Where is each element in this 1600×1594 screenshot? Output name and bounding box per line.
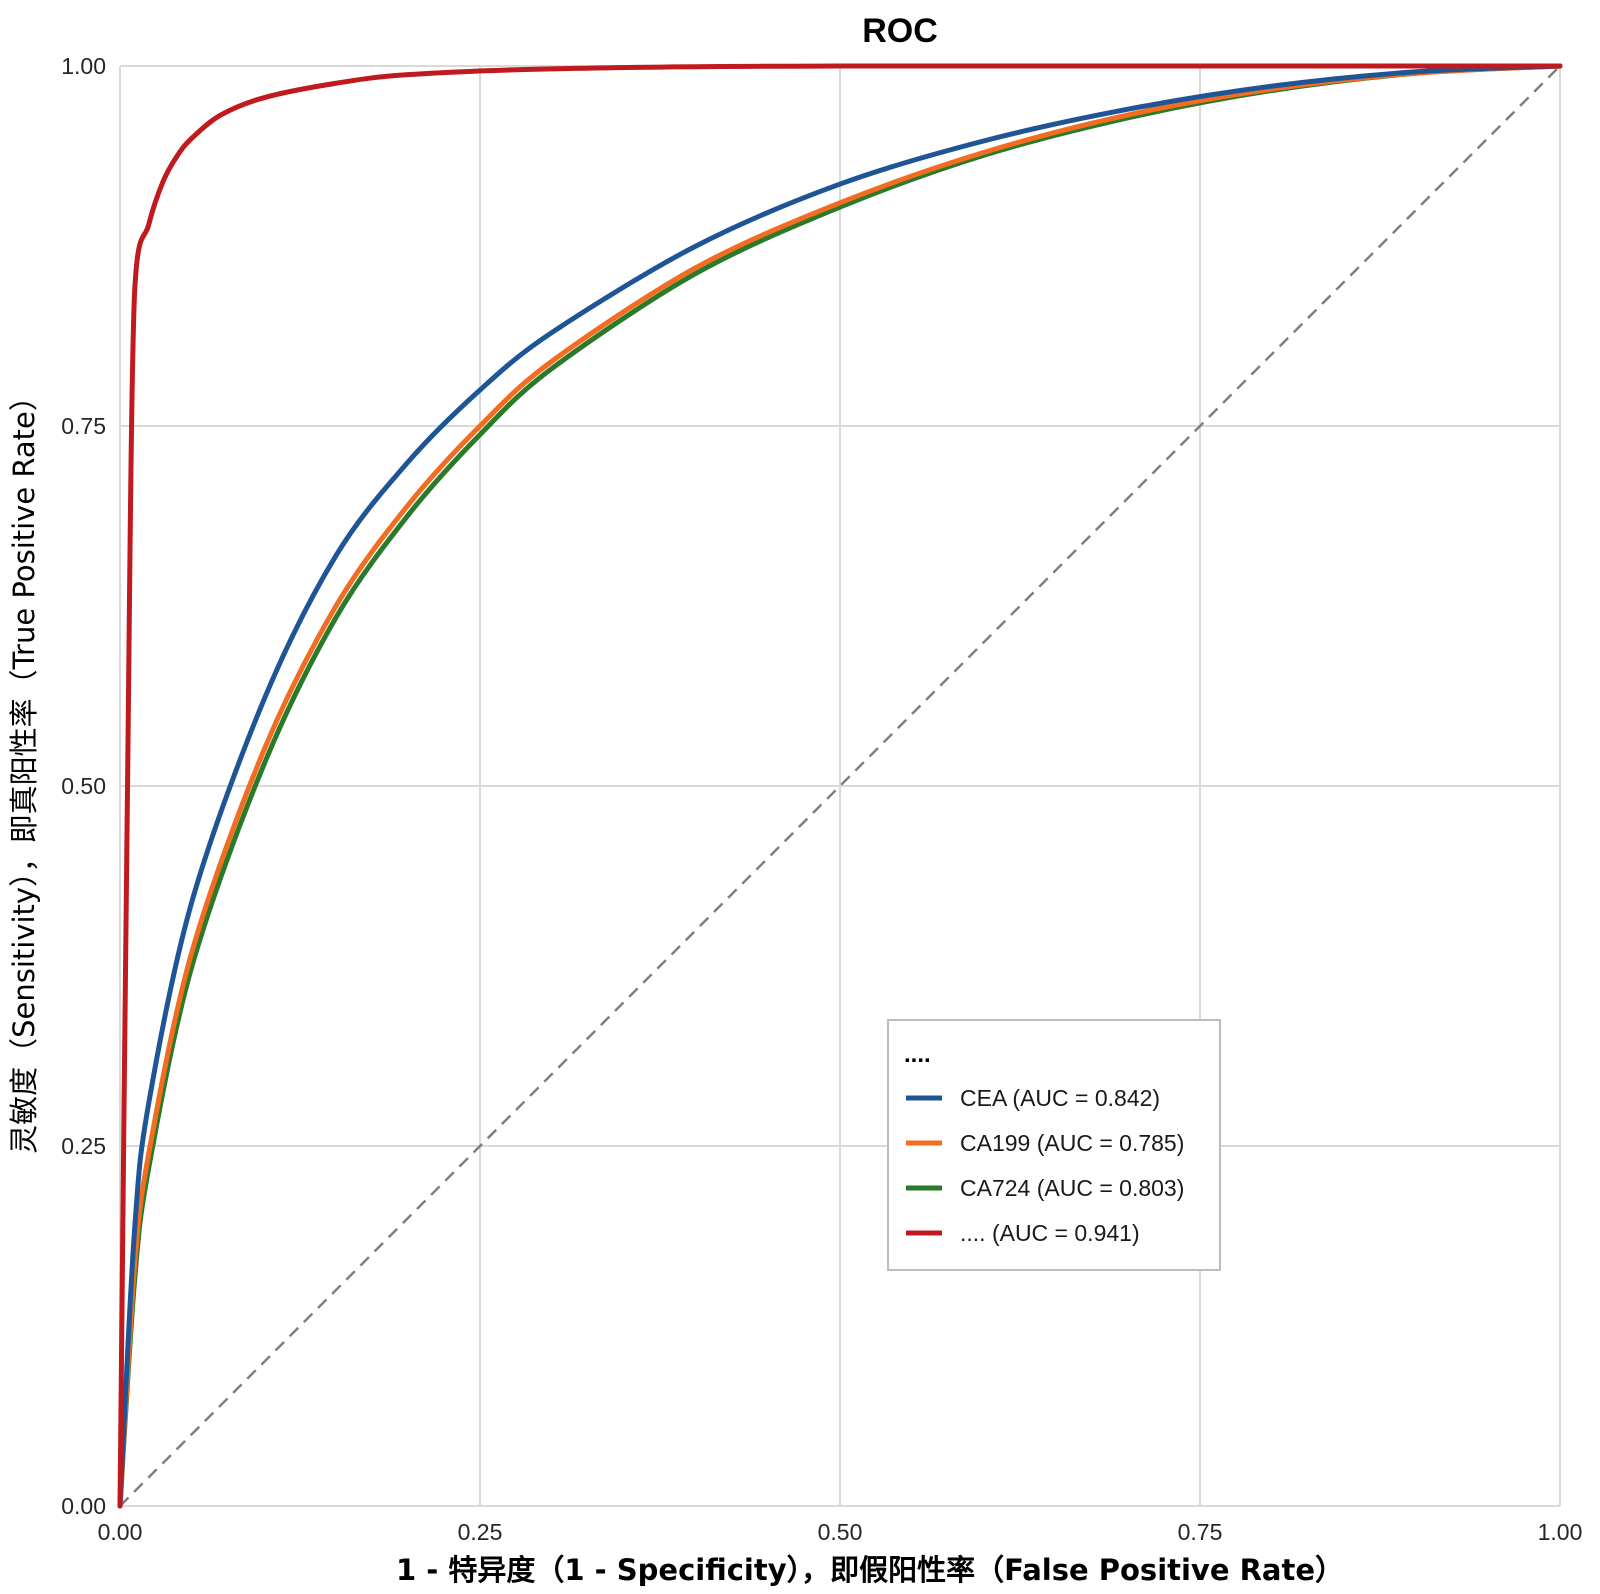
x-tick-label: 0.00 [98,1519,143,1545]
y-tick-label: 0.00 [61,1493,106,1519]
y-tick-labels: 0.00 0.25 0.50 0.75 1.00 [61,53,106,1519]
x-tick-label: 0.25 [458,1519,503,1545]
x-tick-labels: 0.00 0.25 0.50 0.75 1.00 [98,1519,1583,1545]
legend-entry: CA724 (AUC = 0.803) [960,1175,1184,1201]
x-tick-label: 0.50 [818,1519,863,1545]
x-tick-label: 1.00 [1538,1519,1583,1545]
y-tick-label: 1.00 [61,53,106,79]
legend-entry: CA199 (AUC = 0.785) [960,1130,1184,1156]
series-line-3 [117,63,1563,1509]
legend-items: CEA (AUC = 0.842) CA199 (AUC = 0.785) CA72… [906,1085,1184,1246]
series-lines [117,63,1563,1509]
legend: .... CEA (AUC = 0.842) CA199 (AUC = 0.785… [887,1019,1221,1271]
legend-title: .... [904,1041,931,1068]
legend-entry: CEA (AUC = 0.842) [960,1085,1160,1111]
series-line-1 [117,63,1563,1509]
x-axis-label: 1 - 特异度（1 - Specificity），即假阳性率（False Pos… [396,1553,1344,1587]
y-axis-label: 灵敏度（Sensitivity），即真阳性率（True Positive Rat… [7,382,41,1154]
legend-box [887,1019,1221,1271]
legend-entry: .... (AUC = 0.941) [960,1220,1140,1246]
y-tick-label: 0.75 [61,413,106,439]
y-tick-label: 0.25 [61,1133,106,1159]
y-tick-label: 0.50 [61,773,106,799]
series-line-0 [117,63,1563,1509]
chart-title: ROC [862,12,938,50]
x-tick-label: 0.75 [1178,1519,1223,1545]
